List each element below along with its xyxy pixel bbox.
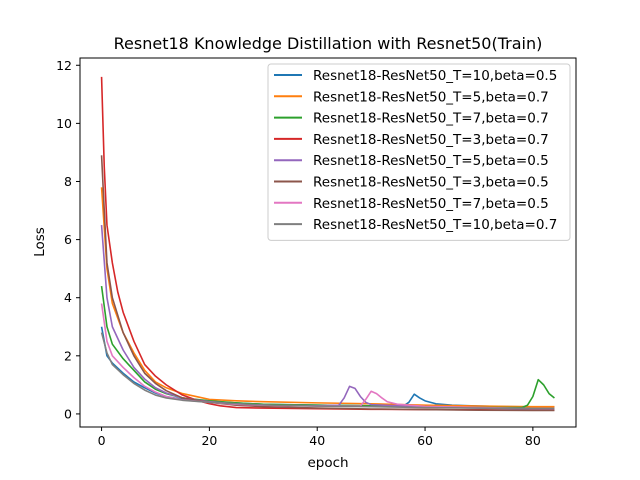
x-axis-label: epoch xyxy=(307,455,348,471)
legend-label: Resnet18-ResNet50_T=10,beta=0.7 xyxy=(313,217,557,233)
plot-frame xyxy=(79,57,577,428)
legend-label: Resnet18-ResNet50_T=7,beta=0.7 xyxy=(313,111,549,127)
y-tick-label: 4 xyxy=(64,290,72,305)
y-tick-label: 10 xyxy=(56,116,72,131)
chart-title: Resnet18 Knowledge Distillation with Res… xyxy=(114,34,543,53)
legend-label: Resnet18-ResNet50_T=7,beta=0.5 xyxy=(313,196,549,212)
x-tick-label: 60 xyxy=(417,433,433,448)
y-tick-label: 12 xyxy=(56,58,72,73)
legend-label: Resnet18-ResNet50_T=3,beta=0.7 xyxy=(313,132,549,148)
legend-label: Resnet18-ResNet50_T=5,beta=0.7 xyxy=(313,89,549,105)
y-axis-ticks: 0 2 4 6 8 10 12 xyxy=(56,58,80,421)
series-line-5 xyxy=(100,225,555,410)
series-line-6 xyxy=(100,155,555,412)
series-layer xyxy=(100,76,555,412)
x-tick-label: 0 xyxy=(98,433,106,448)
x-tick-label: 40 xyxy=(309,433,325,448)
legend-label: Resnet18-ResNet50_T=3,beta=0.5 xyxy=(313,175,549,191)
y-tick-label: 0 xyxy=(64,406,72,421)
y-tick-label: 2 xyxy=(64,348,72,363)
legend-label: Resnet18-ResNet50_T=10,beta=0.5 xyxy=(313,68,557,84)
x-tick-label: 80 xyxy=(525,433,541,448)
legend-label: Resnet18-ResNet50_T=5,beta=0.5 xyxy=(313,153,549,169)
x-axis-ticks: 0 20 40 60 80 xyxy=(98,427,541,448)
series-line-8 xyxy=(100,332,555,410)
x-tick-label: 20 xyxy=(201,433,217,448)
y-axis-label: Loss xyxy=(32,227,48,257)
legend-box xyxy=(267,63,571,241)
y-tick-label: 6 xyxy=(64,232,72,247)
legend: Resnet18-ResNet50_T=10,beta=0.5 Resnet18-… xyxy=(267,63,571,241)
y-tick-label: 8 xyxy=(64,174,72,189)
